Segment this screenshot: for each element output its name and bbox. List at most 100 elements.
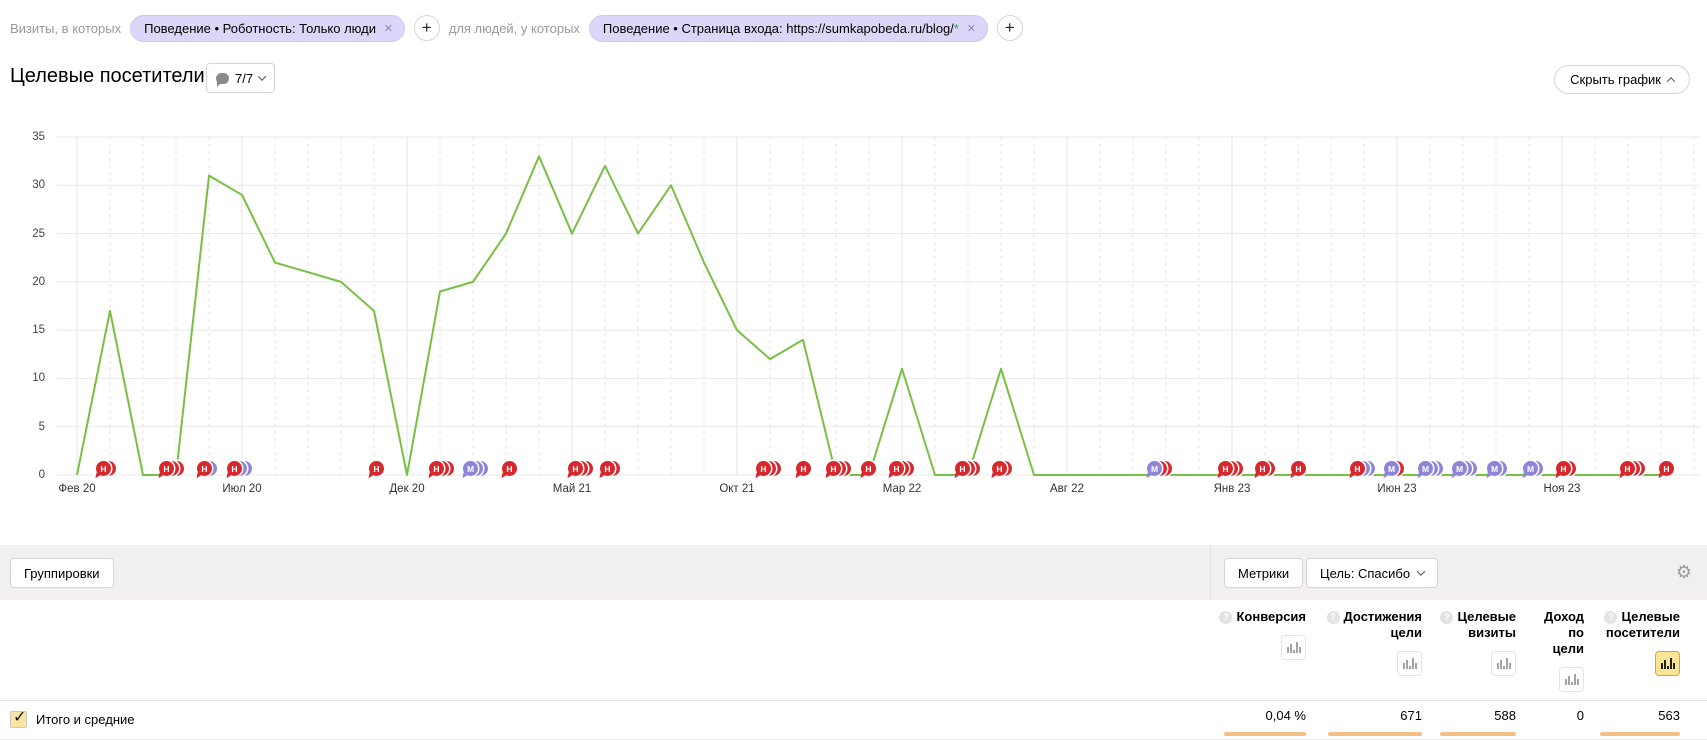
marker-letter: М (1384, 461, 1399, 476)
marker-letter: М (1523, 461, 1538, 476)
timeline-annotation-marker-red[interactable]: Н (796, 461, 811, 476)
timeline-annotation-marker-purple[interactable]: М (1418, 461, 1443, 476)
plot-metric-button-conversion[interactable] (1281, 635, 1306, 660)
filter-chip-robotness-text: Поведение • Роботность: Только люди (144, 20, 376, 36)
x-axis-tick-label: Янв 23 (1213, 483, 1251, 495)
timeline-annotation-marker-red[interactable]: Н (1350, 461, 1375, 476)
timeline-annotation-marker-purple[interactable]: М (1523, 461, 1543, 476)
add-people-filter-button[interactable]: + (996, 15, 1023, 41)
marker-letter: Н (568, 461, 583, 476)
totals-goal-reaches: 671 (1306, 708, 1422, 736)
timeline-annotation-marker-purple[interactable]: М (1452, 461, 1477, 476)
marker-letter: Н (1556, 461, 1571, 476)
chart-header: Целевые посетители 7/7 Скрыть график (10, 62, 1690, 96)
timeline-annotation-marker-red[interactable]: Н (227, 461, 252, 476)
remove-filter-icon[interactable]: × (383, 19, 393, 37)
y-axis-tick-label: 10 (32, 372, 45, 385)
table-toolbar: Группировки Метрики Цель: Спасибо ⚙ (0, 545, 1707, 600)
help-icon[interactable]: ? (1440, 611, 1454, 624)
y-axis-tick-label: 5 (38, 420, 45, 433)
timeline-annotation-marker-red[interactable]: Н (1620, 461, 1645, 476)
x-axis-tick-label: Дек 20 (389, 483, 425, 495)
timeline-annotation-marker-purple[interactable]: М (1384, 461, 1404, 476)
comments-count: 7/7 (235, 70, 254, 86)
y-axis-tick-label: 25 (32, 227, 45, 240)
timeline-annotation-marker-red[interactable]: Н (889, 461, 914, 476)
marker-letter: Н (1255, 461, 1270, 476)
marker-letter: М (1487, 461, 1502, 476)
x-axis-tick-label: Май 21 (552, 483, 592, 495)
timeline-annotation-marker-red[interactable]: Н (756, 461, 781, 476)
remove-filter-icon[interactable]: × (966, 19, 976, 37)
marker-letter: Н (1659, 461, 1674, 476)
totals-row: Итого и средние 0,04 % 671 588 0 563 (0, 700, 1707, 740)
totals-goal-revenue: 0 (1576, 708, 1584, 723)
people-filter-label: для людей, у которых (448, 20, 580, 36)
timeline-annotation-marker-red[interactable]: Н (992, 461, 1012, 476)
metrics-button[interactable]: Метрики (1224, 558, 1304, 588)
x-axis-tick-label: Ноя 23 (1543, 483, 1581, 495)
goal-select[interactable]: Цель: Спасибо (1306, 558, 1439, 588)
timeline-annotation-marker-red[interactable]: Н (369, 461, 384, 476)
marker-letter: Н (861, 461, 876, 476)
marker-letter: М (1418, 461, 1433, 476)
timeline-annotation-marker-red[interactable]: Н (197, 461, 217, 476)
column-header-goal-revenue: Доход по цели (1512, 609, 1584, 692)
timeline-annotation-marker-red[interactable]: Н (96, 461, 116, 476)
totals-checkbox-checked[interactable] (10, 707, 27, 728)
totals-label: Итого и средние (36, 712, 135, 727)
help-icon[interactable]: ? (1326, 611, 1340, 624)
filter-chip-entry-page[interactable]: Поведение • Страница входа: https://sumk… (588, 14, 988, 42)
column-header-target-visitors: ? Целевые посетители (1580, 609, 1680, 676)
value-bar (1440, 732, 1516, 736)
hide-chart-button[interactable]: Скрыть график (1554, 65, 1690, 94)
timeline-annotation-marker-red[interactable]: Н (429, 461, 454, 476)
plot-metric-button-goal-visits[interactable] (1491, 651, 1516, 676)
timeline-annotation-marker-red[interactable]: Н (502, 461, 517, 476)
add-visits-filter-button[interactable]: + (413, 15, 440, 41)
timeline-annotation-marker-red[interactable]: Н (1255, 461, 1275, 476)
timeline-annotation-marker-red[interactable]: Н (159, 461, 184, 476)
plot-metric-button-target-visitors-selected[interactable] (1655, 651, 1680, 676)
timeline-annotation-marker-red[interactable]: Н (955, 461, 980, 476)
y-axis-tick-label: 30 (32, 179, 45, 192)
y-axis-tick-label: 15 (32, 324, 45, 337)
x-axis-tick-label: Фев 20 (58, 483, 96, 495)
comments-dropdown-button[interactable]: 7/7 (206, 63, 276, 93)
marker-letter: Н (1350, 461, 1365, 476)
timeline-annotation-marker-red[interactable]: Н (861, 461, 876, 476)
plot-metric-button-goal-reaches[interactable] (1397, 651, 1422, 676)
timeline-annotation-marker-red[interactable]: Н (1556, 461, 1576, 476)
groupings-button[interactable]: Группировки (10, 558, 114, 588)
marker-letter: Н (197, 461, 212, 476)
timeline-annotation-marker-red[interactable]: Н (826, 461, 851, 476)
timeline-annotation-marker-purple[interactable]: М (463, 461, 488, 476)
marker-letter: М (1452, 461, 1467, 476)
filter-chip-robotness[interactable]: Поведение • Роботность: Только люди × (130, 14, 405, 42)
timeline-annotation-marker-red[interactable]: Н (568, 461, 593, 476)
page-title: Целевые посетители (10, 65, 205, 87)
marker-letter: Н (1620, 461, 1635, 476)
marker-letter: Н (369, 461, 384, 476)
plot-metric-button-goal-revenue[interactable] (1559, 667, 1584, 692)
filter-bar: Визиты, в которых Поведение • Роботность… (10, 14, 1023, 42)
marker-letter: Н (96, 461, 111, 476)
help-icon[interactable]: ? (1219, 611, 1233, 624)
timeline-annotation-marker-red[interactable]: Н (1291, 461, 1306, 476)
timeline-annotation-marker-purple[interactable]: М (1487, 461, 1507, 476)
target-visitors-line-chart[interactable]: 0 5 10 15 20 25 30 35 Фев 20 Июл 20 Дек 20 Май 21 Ок… (0, 115, 1707, 505)
marker-letter: Н (159, 461, 174, 476)
timeline-annotation-marker-purple[interactable]: М (1147, 461, 1172, 476)
chart-canvas (57, 136, 1700, 476)
timeline-annotation-marker-red[interactable]: Н (600, 461, 620, 476)
timeline-annotation-marker-red[interactable]: Н (1659, 461, 1674, 476)
x-axis-tick-label: Авг 22 (1050, 483, 1084, 495)
marker-letter: Н (955, 461, 970, 476)
help-icon[interactable]: ? (1604, 611, 1618, 624)
timeline-annotation-marker-red[interactable]: Н (1218, 461, 1243, 476)
x-axis-tick-label: Мар 22 (882, 483, 922, 495)
value-bar (1600, 732, 1680, 736)
chevron-up-icon (1666, 76, 1676, 86)
settings-gear-icon[interactable]: ⚙ (1675, 562, 1692, 582)
